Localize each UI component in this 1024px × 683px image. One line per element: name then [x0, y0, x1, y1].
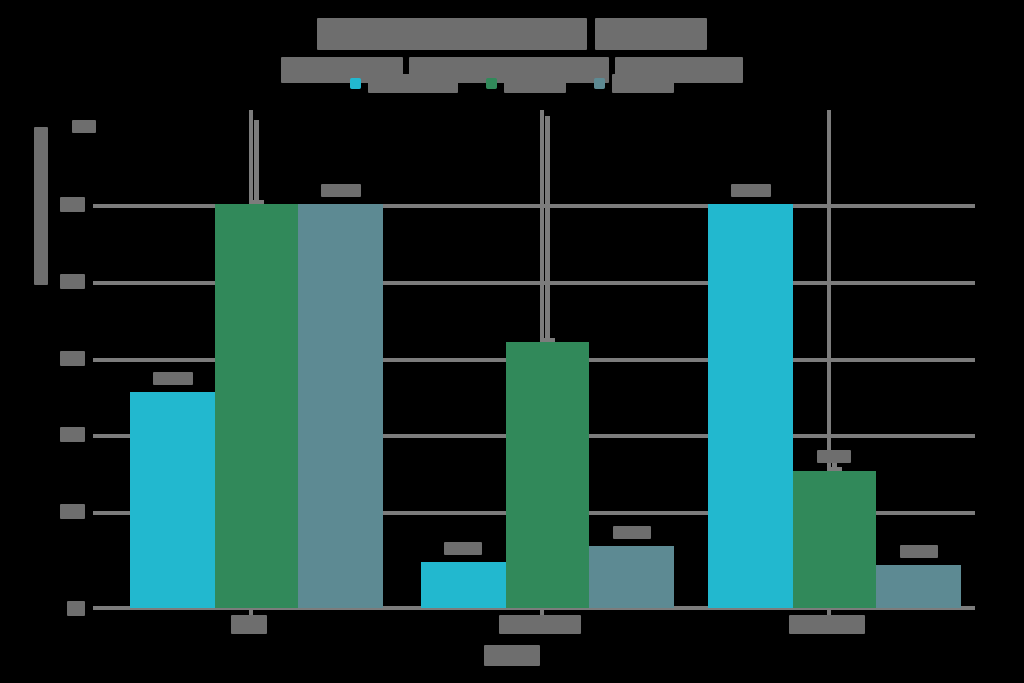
legend-label-series-3: Series 3 — [612, 74, 674, 93]
error-bar-cap-g3-series2 — [827, 467, 842, 471]
y-axis-offset-value: 1e7 — [72, 120, 96, 134]
chart-subtitle: REDACTEDREDACTED SUBTITLEREDACTED — [0, 57, 1024, 87]
x-axis-title: REDACTED — [0, 645, 1024, 666]
bar-value-label-g2-series1 — [444, 540, 482, 558]
x-axis-tick — [249, 608, 253, 618]
bar-g3-series3[interactable] — [876, 565, 961, 608]
y-tick-label — [60, 274, 85, 289]
x-axis-title-text: REDACTED — [484, 645, 540, 666]
y-axis-tick — [93, 281, 103, 285]
y-axis-tick — [93, 606, 103, 610]
gridline-horizontal — [103, 281, 975, 285]
y-axis-tick — [93, 511, 103, 515]
y-axis-tick — [93, 358, 103, 362]
bar-value-label-g1-series1 — [153, 370, 193, 388]
x-tick-label-group-3: REDACTED CAT — [789, 615, 865, 634]
bar-g1-series3[interactable] — [298, 204, 383, 608]
bar-g1-series2[interactable] — [215, 204, 298, 608]
y-tick-label — [60, 504, 85, 519]
error-bar-g3-series2 — [832, 459, 837, 471]
error-bar-g2-series2 — [545, 116, 550, 342]
bar-g2-series1[interactable] — [421, 562, 506, 608]
legend-item-series-1[interactable]: Series 1 — [350, 74, 458, 93]
legend-item-series-3[interactable]: Series 3 — [594, 74, 674, 93]
gridline-vertical — [827, 110, 831, 608]
y-tick-label — [67, 601, 85, 616]
bar-value-label-g1-series3 — [321, 182, 361, 200]
x-tick-label-group-2: REDACTED CAT — [499, 615, 581, 634]
bar-g3-series1[interactable] — [708, 204, 793, 608]
x-axis-tick-labels: REDACTED REDACTED CAT REDACTED CAT — [103, 615, 975, 641]
error-bar-cap-g1-series2 — [249, 200, 264, 204]
bar-g3-series2[interactable] — [793, 471, 876, 608]
error-bar-cap-g2-series2 — [540, 338, 555, 342]
plot-area — [93, 110, 975, 618]
legend-label-series-1: Series 1 — [368, 74, 458, 93]
y-axis-offset-text: 1e7 — [72, 118, 96, 136]
legend-item-series-2[interactable]: Series 2 — [486, 74, 566, 93]
legend-swatch-icon-series-3 — [594, 78, 605, 89]
y-axis-tick — [93, 204, 103, 208]
legend-label-series-2: Series 2 — [504, 74, 566, 93]
chart-title-part-1: REDACTED TITLE — [317, 18, 587, 50]
error-bar-g1-series2 — [254, 120, 259, 204]
y-tick-label — [60, 197, 85, 212]
y-axis-tick-labels — [0, 124, 1024, 616]
bar-value-label-g2-series3 — [613, 524, 651, 542]
y-tick-label — [60, 427, 85, 442]
legend-swatch-icon-series-1 — [350, 78, 361, 89]
gridline-horizontal — [103, 204, 975, 208]
bar-g2-series3[interactable] — [589, 546, 674, 608]
bar-value-label-g3-series2 — [817, 448, 851, 466]
bar-value-label-g3-series1 — [731, 182, 771, 200]
x-axis-tick — [540, 608, 544, 618]
x-axis-line — [103, 606, 975, 610]
y-axis-tick — [93, 434, 103, 438]
bar-g2-series2[interactable] — [506, 342, 589, 608]
x-axis-tick — [827, 608, 831, 618]
legend-swatch-icon-series-2 — [486, 78, 497, 89]
bar-value-label-g3-series3 — [900, 543, 938, 561]
chart-title-part-2: REDACTED — [595, 18, 707, 50]
chart-title: REDACTED TITLEREDACTED — [0, 18, 1024, 53]
chart-legend: Series 1 Series 2 Series 3 — [0, 74, 1024, 93]
bar-g1-series1[interactable] — [130, 392, 215, 608]
x-tick-label-group-1: REDACTED — [231, 615, 267, 634]
y-tick-label — [60, 351, 85, 366]
